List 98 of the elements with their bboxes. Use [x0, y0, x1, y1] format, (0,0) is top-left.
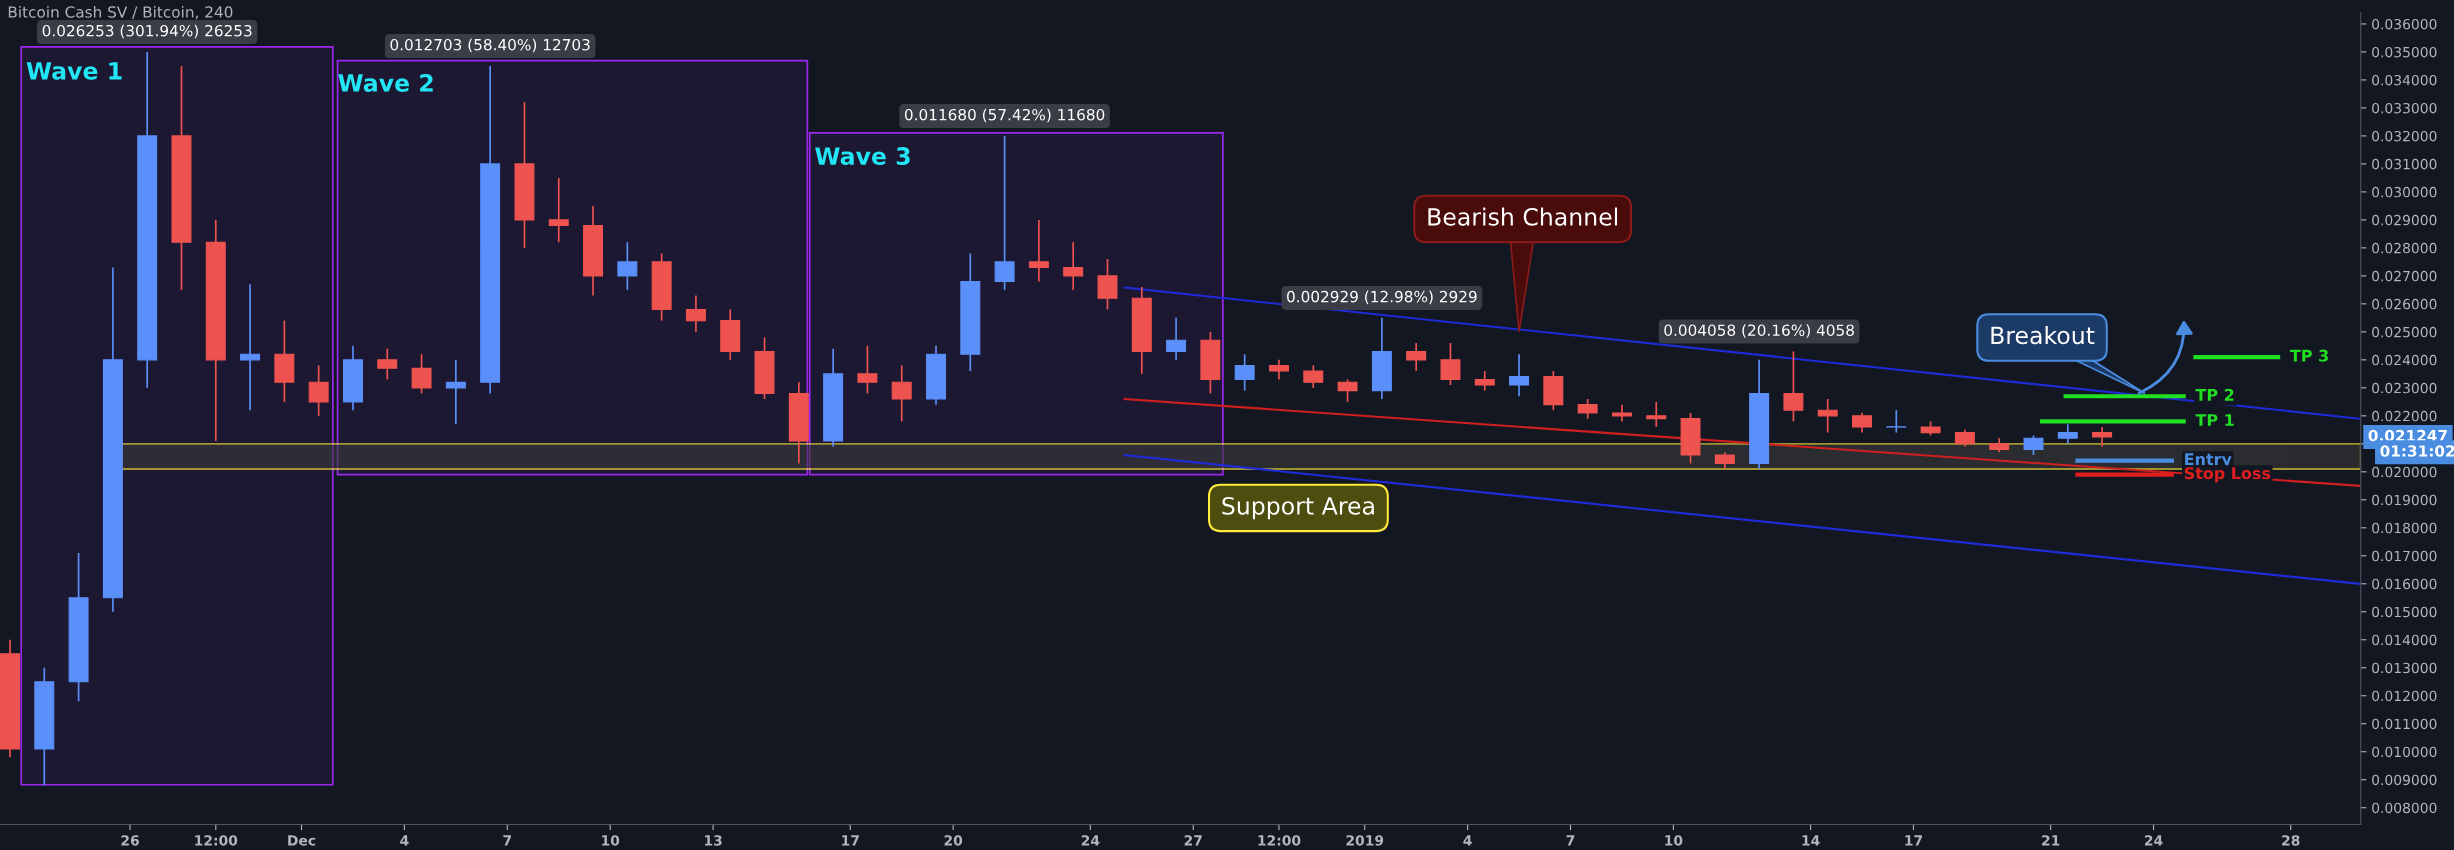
annotation: Wave 2	[338, 74, 433, 92]
ref-line-label: TP 2	[2195, 388, 2234, 401]
candlestick	[1474, 370, 1495, 392]
x-tick-label: 12:00	[1258, 835, 1301, 846]
x-tick-label: Dec	[288, 835, 316, 846]
x-tick-label: 4	[1463, 835, 1472, 846]
y-tick-label: 0.012000	[2372, 690, 2437, 702]
x-tick-label: 26	[121, 835, 139, 846]
y-tick-label: 0.031000	[2372, 158, 2437, 170]
candlestick	[1097, 258, 1118, 311]
y-tick-label: 0.033000	[2372, 102, 2437, 114]
candlestick	[1440, 342, 1461, 386]
x-tick-label: 14	[1802, 835, 1820, 846]
y-tick-label: 0.009000	[2372, 774, 2437, 786]
candlestick	[1337, 378, 1358, 403]
y-tick-label: 0.015000	[2372, 606, 2437, 618]
y-tick-label: 0.026000	[2372, 298, 2437, 310]
candlestick	[1509, 353, 1530, 398]
x-tick-label: 24	[2144, 835, 2163, 846]
candlestick	[617, 241, 638, 291]
candlestick	[685, 294, 706, 333]
y-tick-label: 0.010000	[2372, 746, 2437, 758]
candlestick	[1577, 398, 1598, 420]
candlestick	[1303, 364, 1324, 389]
candlestick	[2057, 423, 2078, 445]
ref-line-label: Stop Loss	[2184, 467, 2271, 483]
annotation: 0.012703 (58.40%) 12703	[390, 38, 590, 53]
y-tick-label: 0.017000	[2372, 550, 2437, 562]
annotation: 0.002929 (12.98%) 2929	[1287, 290, 1477, 305]
candlestick	[1852, 412, 1873, 434]
candlestick	[994, 135, 1015, 291]
y-tick-label: 0.030000	[2372, 186, 2437, 198]
y-tick-label: 0.019000	[2372, 494, 2437, 506]
candlestick	[1783, 350, 1804, 423]
y-tick-label: 0.029000	[2372, 214, 2437, 226]
x-tick-label: 28	[2282, 835, 2300, 846]
x-tick-label: 12:00	[195, 835, 238, 846]
x-tick-label: 21	[2042, 835, 2060, 846]
candlestick	[308, 364, 329, 417]
y-tick-label: 0.032000	[2372, 130, 2437, 142]
y-tick-label: 0.013000	[2372, 662, 2437, 674]
y-tick-label: 0.035000	[2372, 46, 2437, 58]
y-tick-label: 0.022000	[2372, 410, 2437, 422]
candlestick	[1166, 317, 1187, 361]
x-tick-label: 17	[842, 835, 859, 846]
text: 01:31:02	[2380, 445, 2454, 457]
annotation: 0.026253 (301.94%) 26253	[42, 24, 252, 39]
y-tick-label: 0.025000	[2372, 326, 2437, 338]
y-tick-label: 0.027000	[2372, 270, 2437, 282]
chart-title: Bitcoin Cash SV / Bitcoin, 240	[8, 5, 233, 20]
x-tick-label: 7	[1566, 835, 1575, 846]
candlestick	[1646, 400, 1667, 428]
x-tick-label: 20	[944, 835, 963, 846]
y-tick-label: 0.020000	[2372, 466, 2437, 478]
x-tick-label: 10	[1665, 835, 1683, 846]
candlestick	[411, 353, 432, 395]
candlestick	[1886, 409, 1907, 434]
ref-line-label: TP 3	[2290, 349, 2328, 362]
candlestick	[1268, 359, 1289, 381]
y-tick-label: 0.023000	[2372, 382, 2437, 394]
y-tick-label: 0.036000	[2372, 18, 2437, 30]
y-tick-label: 0.014000	[2372, 634, 2437, 646]
x-tick-label: 17	[1905, 835, 1923, 846]
band-label: Support Area	[1222, 496, 1374, 520]
y-tick-label: 0.024000	[2372, 354, 2437, 366]
x-tick-label: 2019	[1346, 835, 1384, 846]
annotation: Wave 3	[815, 147, 910, 165]
candlestick	[891, 364, 912, 423]
text: 0.021247	[2368, 429, 2447, 442]
y-tick-label: 0.008000	[2372, 802, 2437, 814]
candlestick	[548, 177, 569, 244]
annotation: 0.004058 (20.16%) 4058	[1664, 324, 1854, 338]
ref-line-label: TP 1	[2195, 414, 2234, 426]
candlestick	[1028, 219, 1049, 283]
x-tick-label: 24	[1081, 835, 1100, 846]
candlestick	[1063, 241, 1084, 291]
candlestick	[377, 347, 398, 381]
x-tick-label: 7	[503, 835, 512, 846]
candlestick	[2092, 426, 2113, 448]
candlestick	[2023, 434, 2044, 456]
candlestick	[1234, 353, 1255, 392]
candlestick	[445, 359, 466, 426]
annotation: Bearish Channel	[1428, 207, 1618, 226]
candlestick	[1817, 398, 1838, 434]
candlestick	[240, 283, 261, 412]
y-tick-label: 0.011000	[2372, 718, 2437, 730]
y-tick-label: 0.018000	[2372, 522, 2437, 534]
annotation: 0.011680 (57.42%) 11680	[904, 108, 1105, 123]
y-tick-label: 0.016000	[2372, 578, 2437, 590]
candlestick	[857, 345, 878, 395]
x-tick-label: 27	[1184, 835, 1202, 846]
x-tick-label: 10	[602, 835, 620, 846]
y-tick-label: 0.028000	[2372, 242, 2437, 254]
x-tick-label: 13	[704, 835, 722, 846]
y-tick-label: 0.034000	[2372, 74, 2437, 86]
x-tick-label: 4	[400, 835, 409, 846]
annotation: Wave 1	[26, 62, 122, 80]
candlestick	[1406, 342, 1427, 372]
